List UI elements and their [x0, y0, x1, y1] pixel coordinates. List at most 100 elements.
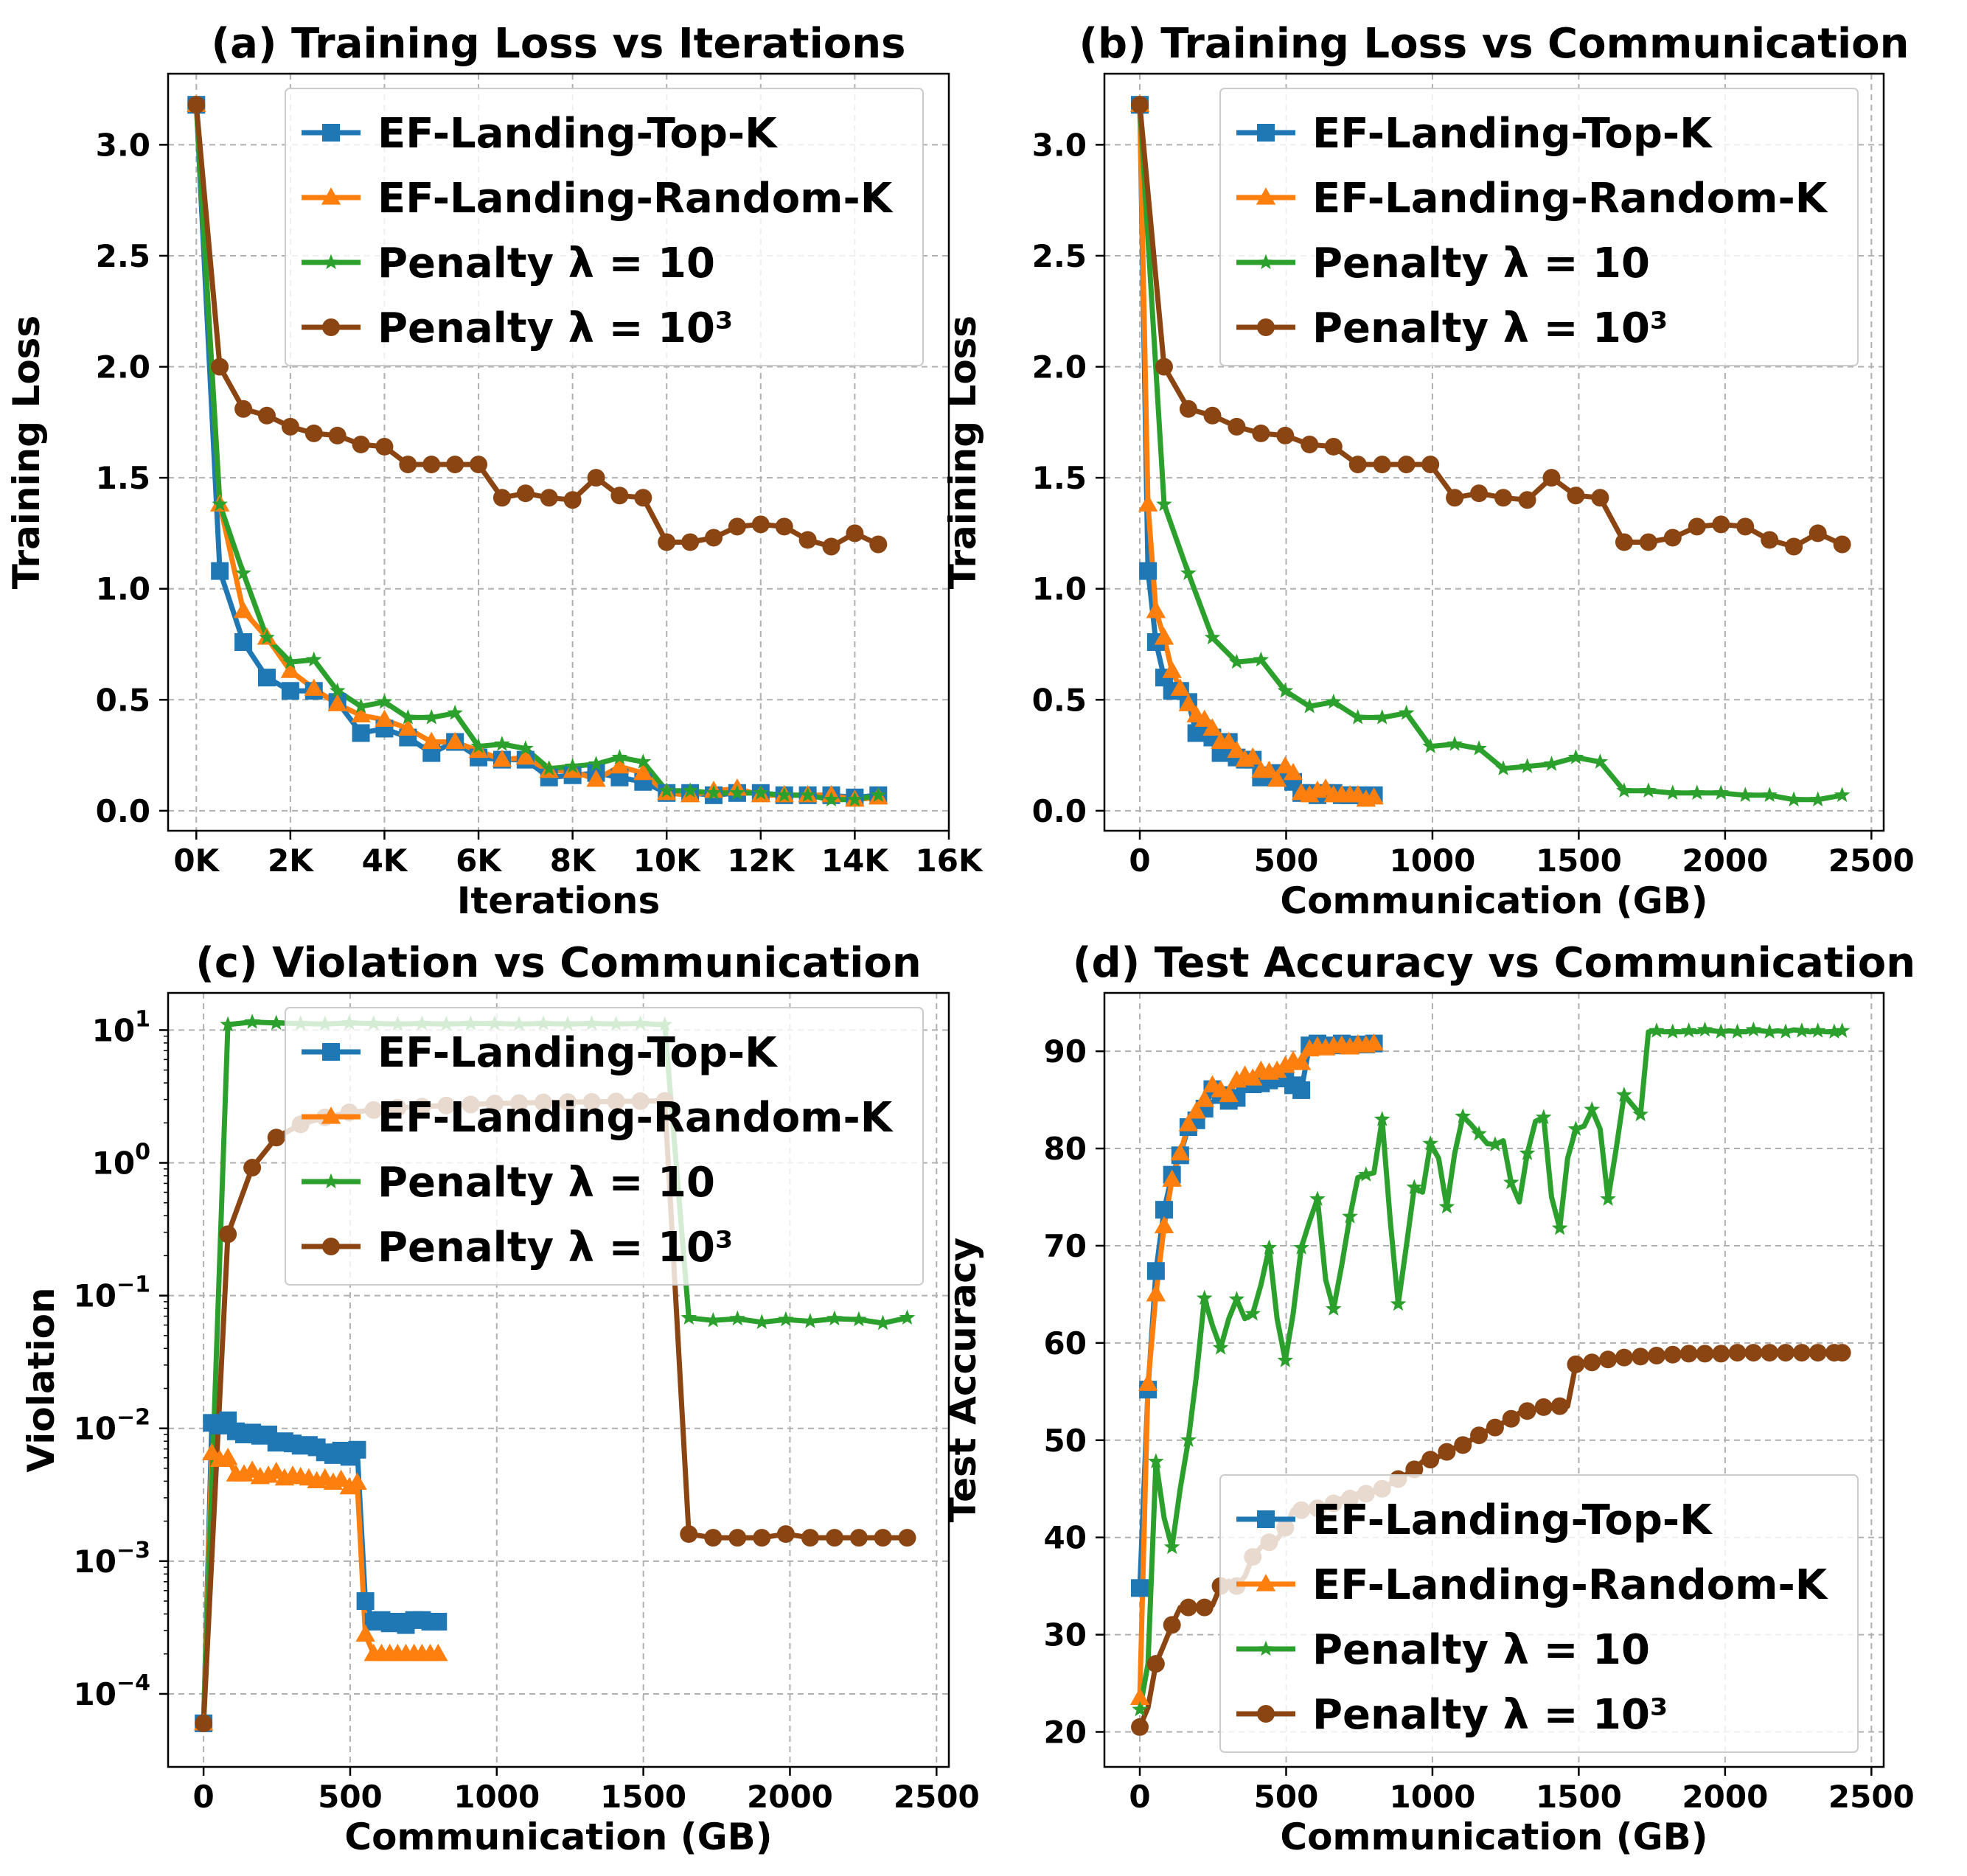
- legend-label-randk: EF-Landing-Random-K: [1312, 175, 1829, 223]
- panel-a-ylabel: Training Loss: [5, 315, 48, 589]
- x-tick-label: 10K: [633, 843, 701, 879]
- data-point-pen1000: [1712, 1345, 1730, 1363]
- data-point-pen10: [680, 1309, 697, 1325]
- legend-label-pen10: Penalty λ = 10: [1312, 240, 1650, 287]
- data-point-pen10: [799, 787, 816, 802]
- data-point-randk: [1267, 769, 1287, 787]
- data-point-randk: [351, 705, 371, 722]
- data-point-pen10: [1519, 1145, 1536, 1160]
- y-tick-label: 0.0: [96, 793, 150, 829]
- data-point-pen1000: [187, 96, 206, 114]
- x-tick-label: 4K: [362, 843, 408, 879]
- data-point-pen1000: [1276, 426, 1295, 444]
- data-point-pen1000: [1728, 1344, 1747, 1362]
- data-point-pen10: [1632, 1106, 1649, 1122]
- legend-label-pen10: Penalty λ = 10: [377, 1159, 715, 1207]
- panel-a-xlabel: Iterations: [457, 879, 661, 922]
- data-point-randk: [1364, 787, 1384, 805]
- data-point-pen10: [1761, 787, 1778, 802]
- panel-b: 0 500 1000 1500 2000 2500 0.0 0.5 1.0 1.5 2.0 2.5 3.…: [941, 20, 1915, 922]
- data-point-pen1000: [846, 524, 864, 543]
- legend-marker-randk: [1256, 1574, 1276, 1591]
- y-tick-label: 70: [1044, 1228, 1087, 1264]
- y-tick-label: 10−4: [74, 1670, 150, 1712]
- data-point-pen1000: [775, 517, 793, 536]
- data-point-pen10: [682, 782, 698, 798]
- data-point-randk: [1194, 1089, 1214, 1107]
- data-point-randk: [355, 1624, 375, 1642]
- data-point-randk: [1154, 627, 1174, 645]
- data-point-randk: [339, 1476, 359, 1495]
- data-point-pen10: [826, 1310, 843, 1326]
- panel-b-legend: EF-Landing-Top-K EF-Landing-Random-K Penal…: [1219, 88, 1859, 366]
- data-point-pen10: [400, 709, 417, 725]
- data-point-pen1000: [1785, 537, 1803, 556]
- data-point-topk: [211, 562, 229, 580]
- y-tick-label: 40: [1044, 1520, 1087, 1556]
- data-point-pen1000: [1228, 417, 1246, 436]
- data-point-pen1000: [1712, 515, 1730, 534]
- data-point-pen10: [1301, 697, 1318, 714]
- data-point-pen10: [1535, 1109, 1552, 1125]
- data-point-pen10: [268, 1014, 285, 1031]
- panel-a-title: (a) Training Loss vs Iterations: [212, 20, 906, 68]
- x-tick-label: 0: [1129, 843, 1150, 879]
- y-tick-label: 101: [92, 1006, 150, 1048]
- x-tick-label: 500: [1254, 1779, 1319, 1815]
- data-point-pen1000: [798, 531, 817, 549]
- data-point-pen10: [1680, 1022, 1697, 1038]
- data-point-pen1000: [1615, 533, 1633, 551]
- data-point-pen10: [1244, 1305, 1261, 1321]
- data-point-randk: [492, 749, 512, 767]
- data-point-pen10: [1156, 495, 1172, 512]
- data-point-pen10: [1342, 1208, 1358, 1224]
- data-point-pen10: [1228, 653, 1245, 669]
- data-point-pen10: [1786, 791, 1802, 807]
- data-point-pen1000: [1446, 489, 1464, 507]
- x-tick-label: 2000: [1682, 843, 1768, 879]
- x-tick-label: 16K: [916, 843, 984, 879]
- data-point-pen10: [874, 1314, 891, 1331]
- data-point-pen1000: [1599, 1350, 1618, 1369]
- y-tick-label: 20: [1044, 1715, 1087, 1751]
- data-point-pen10: [1180, 565, 1197, 580]
- data-point-pen10: [1809, 1022, 1826, 1038]
- data-point-pen1000: [1808, 524, 1827, 543]
- data-point-pen10: [611, 749, 628, 764]
- data-point-pen10: [1778, 1023, 1794, 1039]
- data-point-pen10: [329, 682, 346, 698]
- data-point-pen10: [1584, 1101, 1601, 1117]
- legend-label-topk: EF-Landing-Top-K: [1312, 110, 1713, 158]
- data-point-randk: [280, 660, 301, 678]
- legend-box: [285, 88, 924, 366]
- y-tick-label: 60: [1044, 1325, 1087, 1361]
- data-point-randk: [1138, 494, 1158, 512]
- data-point-pen10: [635, 753, 652, 769]
- legend-marker-pen1000: [322, 1238, 340, 1255]
- data-point-pen1000: [422, 456, 441, 474]
- y-tick-label: 10−3: [74, 1538, 150, 1580]
- data-point-pen10: [1616, 782, 1632, 798]
- legend-label-randk: EF-Landing-Random-K: [377, 175, 894, 223]
- data-point-pen10: [1495, 760, 1511, 775]
- data-point-pen1000: [1324, 437, 1343, 456]
- data-point-randk: [1267, 1060, 1287, 1078]
- data-point-randk: [1219, 731, 1239, 750]
- data-point-randk: [1178, 694, 1199, 711]
- data-point-pen10: [1592, 753, 1609, 769]
- data-point-randk: [1364, 1033, 1384, 1051]
- data-point-pen1000: [1155, 358, 1173, 376]
- panel-b-xlabel: Communication (GB): [1280, 879, 1707, 922]
- data-point-pen10: [1438, 1198, 1455, 1214]
- data-point-randk: [217, 1447, 238, 1465]
- panel-c-axes-frame: [167, 991, 950, 1768]
- x-tick-label: 6K: [456, 843, 502, 879]
- legend-label-pen1000: Penalty λ = 10³: [1312, 304, 1668, 352]
- legend-marker-pen10: [323, 1173, 339, 1189]
- data-point-pen1000: [1688, 517, 1706, 536]
- data-point-randk: [347, 1472, 367, 1490]
- legend-marker-topk: [1257, 124, 1275, 142]
- legend-marker-topk: [1257, 1510, 1275, 1528]
- data-point-randk: [304, 678, 324, 696]
- data-point-pen1000: [1454, 1436, 1472, 1454]
